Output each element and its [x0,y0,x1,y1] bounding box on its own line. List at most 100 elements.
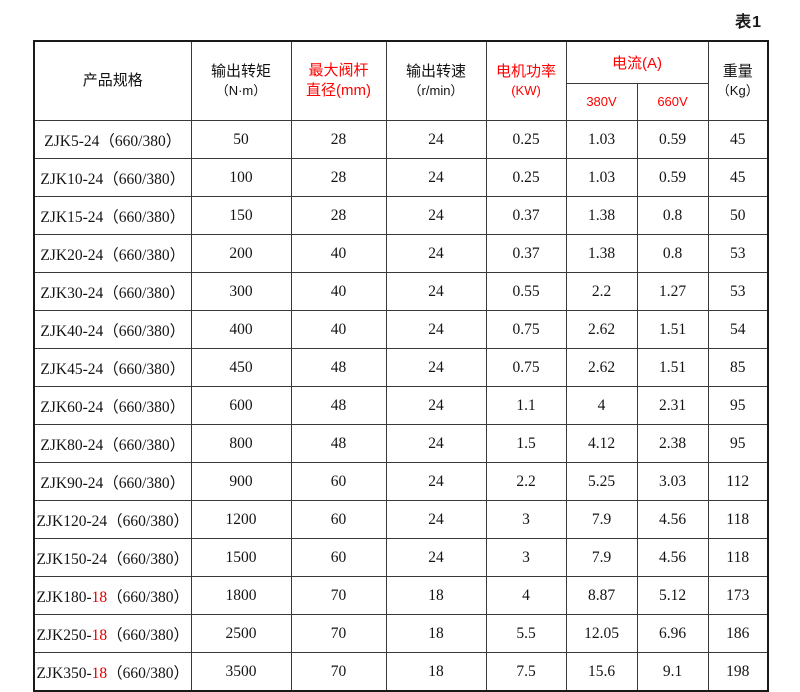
cell-output-torque: 900 [190,462,292,501]
cell-motor-power: 0.25 [485,158,567,197]
cell-max-stem-diameter: 48 [290,424,387,463]
model-voltage-suffix: （660/380） [107,550,189,568]
table-row: ZJK20-24（660/380） 200 40 24 0.37 1.38 0.8 53 [33,234,769,273]
cell-model: ZJK15-24（660/380） [33,196,192,235]
cell-motor-power: 5.5 [485,614,567,653]
cell-max-stem-diameter: 70 [290,614,387,653]
cell-output-speed: 18 [385,652,487,692]
cell-weight: 95 [707,386,769,425]
cell-motor-power: 1.1 [485,386,567,425]
model-prefix: ZJK80- [40,436,88,454]
table-body: ZJK5-24（660/380） 50 28 24 0.25 1.03 0.59 45 ZJK1… [33,120,769,692]
model-speed-code: 24 [87,398,104,416]
table-row: ZJK150-24（660/380） 1500 60 24 3 7.9 4.56 118 [33,538,769,577]
cell-model: ZJK350-18（660/380） [33,652,192,692]
header-output-torque: 输出转矩 （N·m） [190,40,292,121]
cell-motor-power: 3 [485,538,567,577]
cell-output-torque: 1200 [190,500,292,539]
cell-current-380v: 2.62 [565,348,638,387]
cell-current-380v: 8.87 [565,576,638,615]
cell-output-speed: 18 [385,614,487,653]
model-voltage-suffix: （660/380） [103,246,186,264]
cell-model: ZJK250-18（660/380） [33,614,192,653]
cell-output-speed: 24 [385,234,487,273]
model-speed-code: 18 [91,664,108,682]
table-row: ZJK5-24（660/380） 50 28 24 0.25 1.03 0.59 45 [33,120,769,159]
model-speed-code: 24 [87,436,104,454]
model-speed-code: 24 [91,550,108,568]
header-model-label: 产品规格 [82,71,143,89]
cell-current-660v: 6.96 [636,614,709,653]
header-row-main: 产品规格 输出转矩 （N·m） 最大阀杆 直径(mm) 输出转速 （r/min） [33,40,769,121]
cell-weight: 45 [707,120,769,159]
cell-model: ZJK120-24（660/380） [33,500,192,539]
table-row: ZJK10-24（660/380） 100 28 24 0.25 1.03 0.59 45 [33,158,769,197]
cell-current-380v: 15.6 [565,652,638,692]
model-prefix: ZJK20- [40,246,88,264]
model-prefix: ZJK250- [36,626,92,644]
cell-max-stem-diameter: 40 [290,234,387,273]
model-voltage-suffix: （660/380） [107,664,189,682]
cell-current-380v: 1.03 [565,120,638,159]
header-output-speed-label: 输出转速 [405,63,466,81]
model-prefix: ZJK45- [40,360,88,378]
cell-weight: 45 [707,158,769,197]
model-prefix: ZJK10- [40,170,88,188]
header-max-stem-diameter: 最大阀杆 直径(mm) [290,40,387,121]
cell-output-torque: 600 [190,386,292,425]
cell-current-380v: 12.05 [565,614,638,653]
cell-output-speed: 24 [385,386,487,425]
header-weight-label: 重量 [722,63,753,81]
cell-motor-power: 3 [485,500,567,539]
spec-table-wrapper: 产品规格 输出转矩 （N·m） 最大阀杆 直径(mm) 输出转速 （r/min） [33,40,769,692]
model-voltage-suffix: （660/380） [103,360,186,378]
cell-weight: 112 [707,462,769,501]
cell-current-380v: 5.25 [565,462,638,501]
cell-weight: 173 [707,576,769,615]
cell-current-380v: 2.62 [565,310,638,349]
cell-weight: 95 [707,424,769,463]
cell-current-660v: 0.8 [636,196,709,235]
cell-current-660v: 0.59 [636,158,709,197]
cell-model: ZJK20-24（660/380） [33,234,192,273]
table-row: ZJK250-18（660/380） 2500 70 18 5.5 12.05 6.96 18… [33,614,769,653]
model-prefix: ZJK30- [40,284,88,302]
model-speed-code: 24 [87,170,104,188]
cell-current-380v: 1.38 [565,234,638,273]
table-row: ZJK180-18（660/380） 1800 70 18 4 8.87 5.12 173 [33,576,769,615]
model-speed-code: 18 [91,626,108,644]
cell-model: ZJK40-24（660/380） [33,310,192,349]
cell-weight: 198 [707,652,769,692]
cell-output-speed: 24 [385,272,487,311]
cell-motor-power: 4 [485,576,567,615]
model-voltage-suffix: （660/380） [103,284,186,302]
cell-current-660v: 1.51 [636,348,709,387]
model-prefix: ZJK40- [40,322,88,340]
model-voltage-suffix: （660/380） [107,588,189,606]
model-speed-code: 24 [91,512,108,530]
model-speed-code: 24 [87,322,104,340]
table-caption: 表1 [735,14,762,31]
model-prefix: ZJK90- [40,474,88,492]
cell-model: ZJK10-24（660/380） [33,158,192,197]
cell-motor-power: 0.25 [485,120,567,159]
cell-current-380v: 1.38 [565,196,638,235]
cell-max-stem-diameter: 48 [290,386,387,425]
cell-output-speed: 24 [385,462,487,501]
table-row: ZJK40-24（660/380） 400 40 24 0.75 2.62 1.51 54 [33,310,769,349]
cell-current-380v: 7.9 [565,500,638,539]
header-output-speed-unit: （r/min） [408,83,464,99]
cell-max-stem-diameter: 60 [290,462,387,501]
table-row: ZJK90-24（660/380） 900 60 24 2.2 5.25 3.03 112 [33,462,769,501]
cell-output-torque: 200 [190,234,292,273]
cell-current-660v: 0.8 [636,234,709,273]
cell-current-660v: 2.31 [636,386,709,425]
model-prefix: ZJK180- [36,588,92,606]
cell-weight: 118 [707,500,769,539]
cell-current-660v: 9.1 [636,652,709,692]
model-voltage-suffix: （660/380） [103,398,186,416]
model-speed-code: 24 [87,474,104,492]
cell-model: ZJK60-24（660/380） [33,386,192,425]
model-prefix: ZJK60- [40,398,88,416]
cell-max-stem-diameter: 28 [290,120,387,159]
